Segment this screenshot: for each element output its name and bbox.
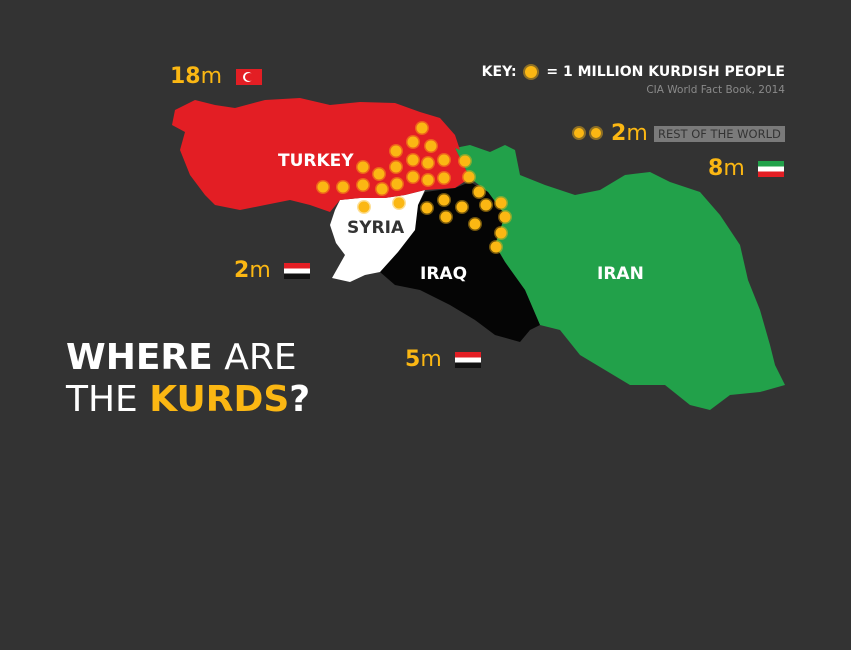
kurd-sun-icon [422, 157, 434, 169]
kurd-sun-icon [591, 127, 602, 138]
kurd-sun-icon [469, 218, 481, 230]
kurd-sun-icon [459, 155, 471, 167]
kurd-sun-icon [422, 174, 434, 186]
kurd-sun-icon [438, 194, 450, 206]
kurd-sun-icon [438, 172, 450, 184]
kurd-sun-icon [525, 66, 538, 78]
kurd-sun-icon [480, 199, 492, 211]
key-legend: KEY: = 1 MILLION KURDISH PEOPLE [482, 64, 785, 80]
turkey-label: TURKEY [278, 151, 354, 171]
kurd-sun-icon [495, 227, 507, 239]
turkey-flag [235, 69, 262, 85]
page-title: WHERE ARE THE KURDS? [66, 337, 311, 420]
kurd-sun-icon [416, 122, 428, 134]
kurd-sun-icon [393, 197, 405, 209]
kurd-sun-icon [495, 197, 507, 209]
kurd-sun-icon [440, 211, 452, 223]
iran-label: IRAN [597, 264, 644, 284]
syria-label: SYRIA [347, 218, 405, 238]
kurd-sun-icon [376, 183, 388, 195]
kurd-sun-icon [317, 181, 329, 193]
kurd-sun-icon [456, 201, 468, 213]
kurd-sun-icon [473, 186, 485, 198]
kurd-sun-icon [337, 181, 349, 193]
kurd-sun-icon [407, 136, 419, 148]
iraq-label: IRAQ [420, 264, 468, 284]
kurd-sun-icon [574, 127, 584, 138]
syria-flag [284, 263, 311, 279]
kurd-sun-icon [373, 168, 385, 180]
iran-flag [758, 161, 785, 177]
kurd-sun-icon [421, 202, 433, 214]
kurd-sun-icon [425, 140, 437, 152]
kurd-sun-icon [357, 161, 369, 173]
kurd-population-dots [316, 121, 512, 254]
kurd-sun-icon [499, 211, 511, 223]
source-note: CIA World Fact Book, 2014 [646, 84, 785, 96]
iraq-count: 5m [405, 347, 482, 372]
rest-of-world-count: 2m [611, 121, 648, 146]
iran-count: 8m [708, 156, 785, 181]
kurd-sun-icon [390, 161, 402, 173]
kurd-sun-icon [407, 171, 419, 183]
kurd-sun-icon [390, 145, 402, 157]
iraq-flag [455, 352, 482, 368]
iran-shape [455, 145, 785, 410]
rest-of-world-label: REST OF THE WORLD [654, 126, 785, 142]
kurd-sun-icon [358, 201, 370, 213]
kurd-sun-icon [490, 241, 502, 253]
key-text: = 1 MILLION KURDISH PEOPLE [546, 64, 785, 80]
kurd-sun-icon [438, 154, 450, 166]
turkey-count: 18m [170, 64, 262, 89]
syria-shape [330, 190, 425, 282]
rest-of-world-dots [574, 122, 602, 141]
iraq-shape [380, 182, 540, 342]
key-label: KEY: [481, 64, 517, 80]
kurd-sun-icon [407, 154, 419, 166]
syria-count: 2m [234, 258, 311, 283]
kurd-sun-icon [357, 179, 369, 191]
kurd-sun-icon [391, 178, 403, 190]
kurd-sun-icon [463, 171, 475, 183]
